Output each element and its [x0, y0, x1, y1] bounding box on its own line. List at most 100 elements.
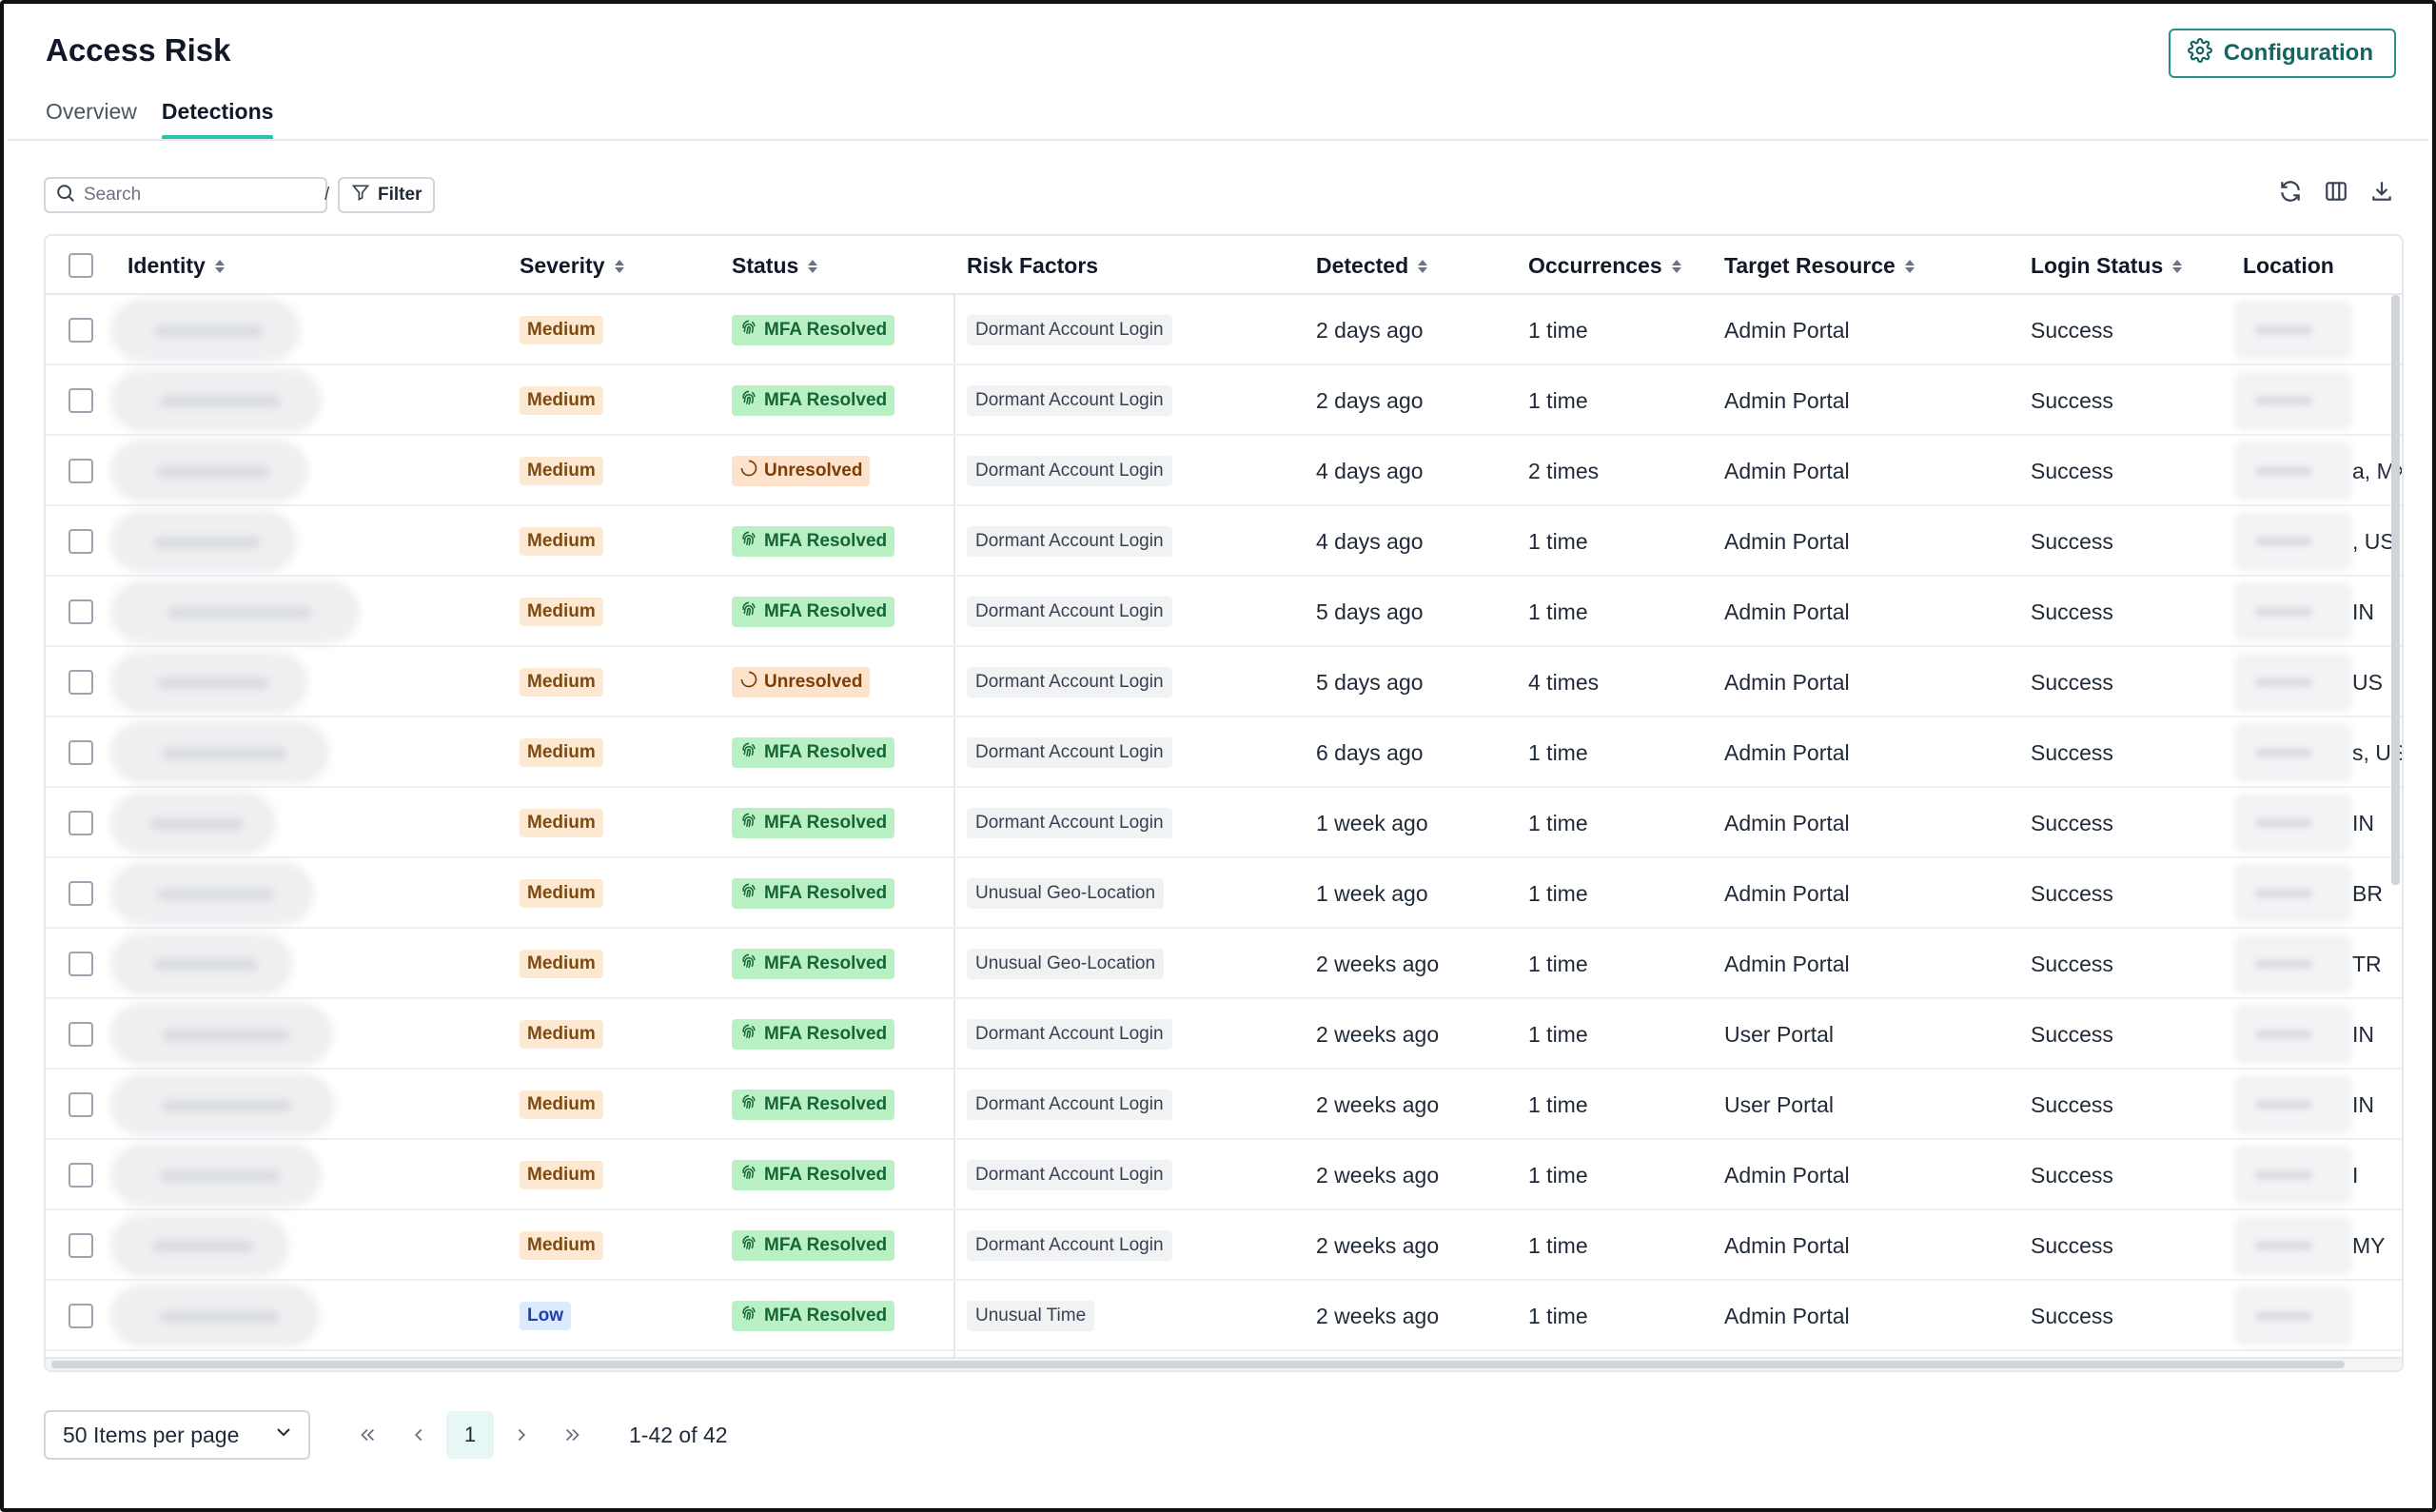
table-row[interactable]: Medium MFA Resolved Dormant Account Login 2…: [46, 1210, 2402, 1281]
row-checkbox[interactable]: [69, 1022, 93, 1047]
row-checkbox[interactable]: [69, 1233, 93, 1258]
sort-icon[interactable]: [614, 259, 624, 273]
row-checkbox[interactable]: [69, 529, 93, 554]
status-cell: MFA Resolved: [732, 506, 895, 577]
table-row[interactable]: Medium MFA Resolved Dormant Account Login 2…: [46, 295, 2402, 365]
row-checkbox[interactable]: [69, 388, 93, 413]
next-page-icon[interactable]: [496, 1411, 547, 1459]
severity-badge: Medium: [520, 1161, 603, 1189]
column-header-status[interactable]: Status: [732, 253, 818, 279]
table-row[interactable]: Medium MFA Resolved Unusual Geo-Location 1 …: [46, 858, 2402, 929]
page-title: Access Risk: [46, 32, 231, 68]
detected-cell: 2 weeks ago: [1316, 1303, 1440, 1328]
column-header-login-status[interactable]: Login Status: [2031, 253, 2183, 279]
identity-cell[interactable]: [116, 1281, 314, 1351]
row-checkbox[interactable]: [69, 1304, 93, 1328]
identity-cell[interactable]: [116, 1070, 329, 1140]
sort-icon[interactable]: [808, 259, 818, 273]
sort-icon[interactable]: [1904, 259, 1915, 273]
table-row[interactable]: Medium MFA Resolved Dormant Account Login 2…: [46, 1070, 2402, 1140]
identity-cell[interactable]: [116, 717, 324, 788]
columns-icon[interactable]: [2324, 179, 2348, 204]
risk-factor-tag: Dormant Account Login: [967, 456, 1172, 486]
row-checkbox[interactable]: [69, 952, 93, 976]
column-header-occurrences[interactable]: Occurrences: [1528, 253, 1681, 279]
row-checkbox[interactable]: [69, 599, 93, 624]
search-box[interactable]: /: [44, 177, 329, 213]
fingerprint-icon: [739, 1304, 758, 1328]
table-row[interactable]: Medium MFA Resolved Dormant Account Login 6…: [46, 717, 2402, 788]
status-cell: Unresolved: [732, 436, 871, 506]
column-label: Severity: [520, 253, 605, 278]
table-row[interactable]: Medium MFA Resolved Dormant Account Login 2…: [46, 1140, 2402, 1210]
table-row[interactable]: Medium MFA Resolved Dormant Account Login 5…: [46, 577, 2402, 647]
risk-factor-cell: Dormant Account Login: [967, 506, 1172, 577]
table-row[interactable]: Medium MFA Resolved Dormant Account Login 1…: [46, 788, 2402, 858]
sort-icon[interactable]: [2172, 259, 2183, 273]
table-row[interactable]: Medium Unresolved Dormant Account Login 4 d…: [46, 436, 2402, 506]
identity-cell[interactable]: [116, 436, 303, 506]
identity-cell[interactable]: [116, 1140, 316, 1210]
column-header-detected[interactable]: Detected: [1316, 253, 1428, 279]
sort-icon[interactable]: [1671, 259, 1681, 273]
status-badge: MFA Resolved: [732, 949, 895, 979]
column-header-identity[interactable]: Identity: [128, 253, 225, 279]
items-per-page-select[interactable]: 50 Items per page: [44, 1410, 310, 1460]
row-checkbox[interactable]: [69, 881, 93, 906]
sort-icon[interactable]: [1418, 259, 1428, 273]
first-page-icon[interactable]: [342, 1411, 393, 1459]
sort-icon[interactable]: [214, 259, 225, 273]
select-all-checkbox[interactable]: [69, 253, 93, 278]
row-checkbox[interactable]: [69, 318, 93, 343]
login-status-cell: Success: [2031, 1091, 2113, 1117]
row-checkbox[interactable]: [69, 740, 93, 765]
filter-button[interactable]: Filter: [338, 177, 436, 213]
identity-cell[interactable]: [116, 577, 354, 647]
page-number-current[interactable]: 1: [446, 1411, 494, 1459]
identity-cell[interactable]: [116, 1210, 284, 1281]
horizontal-scroll-thumb[interactable]: [51, 1361, 2345, 1368]
occurrences-cell: 4 times: [1528, 669, 1600, 695]
column-header-target-resource[interactable]: Target Resource: [1724, 253, 1915, 279]
row-checkbox[interactable]: [69, 1092, 93, 1117]
fingerprint-icon: [739, 1233, 758, 1258]
identity-cell[interactable]: [116, 647, 303, 717]
risk-factor-tag: Dormant Account Login: [967, 1019, 1172, 1050]
identity-cell[interactable]: [116, 365, 316, 436]
column-label: Risk Factors: [967, 253, 1099, 278]
row-checkbox[interactable]: [69, 811, 93, 835]
table-row[interactable]: Medium MFA Resolved Dormant Account Login 2…: [46, 999, 2402, 1070]
refresh-icon[interactable]: [2278, 179, 2303, 204]
identity-cell[interactable]: [116, 295, 295, 365]
tab-detections[interactable]: Detections: [161, 99, 273, 140]
table-row[interactable]: Medium MFA Resolved Dormant Account Login 4…: [46, 506, 2402, 577]
row-checkbox[interactable]: [69, 459, 93, 483]
column-header-severity[interactable]: Severity: [520, 253, 624, 279]
location-redacted: [2238, 657, 2348, 708]
configuration-button[interactable]: Configuration: [2168, 29, 2396, 78]
identity-cell[interactable]: [116, 929, 287, 999]
row-checkbox[interactable]: [69, 670, 93, 695]
search-input[interactable]: [84, 185, 317, 206]
identity-cell[interactable]: [116, 788, 270, 858]
row-checkbox[interactable]: [69, 1163, 93, 1188]
vertical-scrollbar[interactable]: [2388, 236, 2402, 1357]
table-row[interactable]: Medium Unresolved Dormant Account Login 5 d…: [46, 647, 2402, 717]
vertical-scroll-thumb[interactable]: [2391, 295, 2400, 885]
identity-cell[interactable]: [116, 858, 308, 929]
tab-overview[interactable]: Overview: [46, 99, 137, 124]
risk-factor-tag: Dormant Account Login: [967, 315, 1172, 345]
identity-redacted: [116, 304, 295, 356]
previous-page-icon[interactable]: [393, 1411, 444, 1459]
identity-cell[interactable]: [116, 506, 291, 577]
table-row[interactable]: Medium MFA Resolved Unusual Geo-Location 2 …: [46, 929, 2402, 999]
loading-icon: [739, 459, 758, 483]
location-cell: US: [2352, 669, 2383, 695]
table-row[interactable]: Low MFA Resolved Unusual Time 2 weeks ago 1 …: [46, 1281, 2402, 1351]
identity-cell[interactable]: [116, 999, 327, 1070]
last-page-icon[interactable]: [547, 1411, 599, 1459]
horizontal-scrollbar[interactable]: [46, 1357, 2402, 1370]
table-row[interactable]: Medium MFA Resolved Dormant Account Login 2…: [46, 365, 2402, 436]
download-icon[interactable]: [2369, 179, 2394, 204]
status-badge: MFA Resolved: [732, 737, 895, 768]
